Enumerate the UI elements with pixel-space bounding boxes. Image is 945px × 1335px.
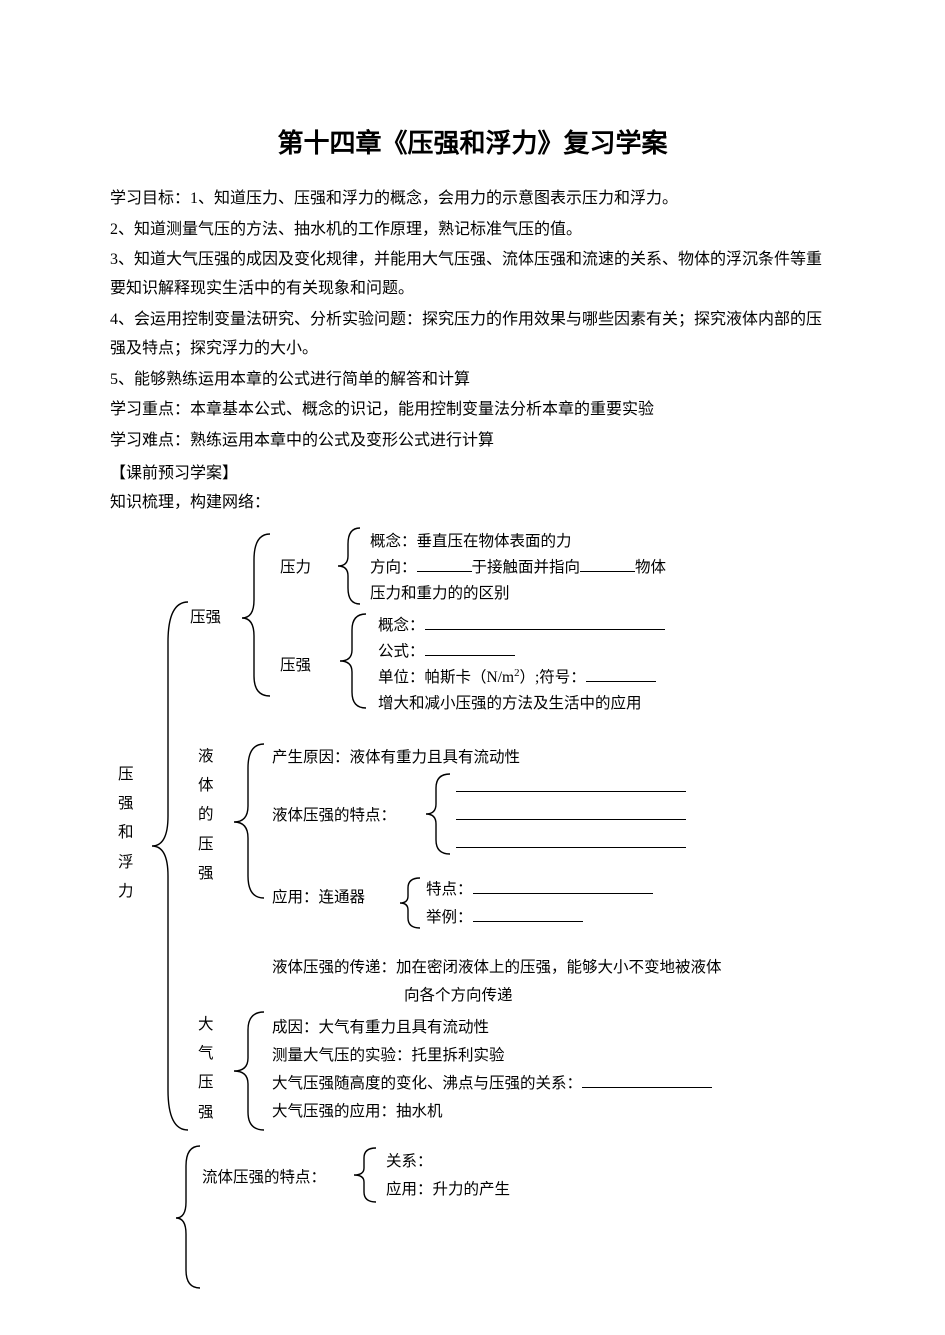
liu-rel: 关系： bbox=[386, 1148, 433, 1176]
difficulty: 学习难点：熟练运用本章中的公式及变形公式进行计算 bbox=[110, 427, 835, 456]
yq-method: 增大和减小压强的方法及生活中的应用 bbox=[378, 690, 642, 718]
brace-lower bbox=[170, 1142, 210, 1292]
yt-feat-1 bbox=[456, 774, 686, 802]
dq-exp: 测量大气压的实验：托里拆利实验 bbox=[272, 1042, 505, 1070]
yt-feat-3 bbox=[456, 830, 686, 858]
dq-change: 大气压强随高度的变化、沸点与压强的关系： bbox=[272, 1070, 712, 1098]
yali-concept: 概念：垂直压在物体表面的力 bbox=[370, 528, 572, 556]
brace-yeti bbox=[220, 740, 275, 902]
yq-concept: 概念： bbox=[378, 612, 665, 640]
focus: 学习重点：本章基本公式、概念的识记，能用控制变量法分析本章的重要实验 bbox=[110, 396, 835, 425]
goal-2: 2、知道测量气压的方法、抽水机的工作原理，熟记标准气压的值。 bbox=[110, 216, 835, 245]
brace-liu bbox=[342, 1144, 388, 1206]
yt-apply: 应用：连通器 bbox=[272, 884, 365, 912]
brace-root bbox=[142, 596, 200, 1136]
yeti-head: 液体的压强 bbox=[198, 742, 214, 889]
goal-5: 5、能够熟练运用本章的公式进行简单的解答和计算 bbox=[110, 366, 835, 395]
yt-feature-label: 液体压强的特点： bbox=[272, 802, 396, 830]
brace-daqi bbox=[220, 1008, 275, 1134]
yali-head: 压力 bbox=[280, 554, 311, 582]
goal-1: 学习目标：1、知道压力、压强和浮力的概念，会用力的示意图表示压力和浮力。 bbox=[110, 185, 835, 214]
dq-apply: 大气压强的应用：抽水机 bbox=[272, 1098, 443, 1126]
page-title: 第十四章《压强和浮力》复习学案 bbox=[110, 120, 835, 167]
yt-conn-eg: 举例： bbox=[426, 904, 583, 932]
brace-yaqiang-top bbox=[228, 530, 283, 700]
yt-feat-2 bbox=[456, 802, 686, 830]
brace-connector bbox=[388, 874, 430, 932]
preview-label: 【课前预习学案】 bbox=[110, 460, 835, 489]
yq-unit: 单位：帕斯卡（N/m2）;符号： bbox=[378, 664, 656, 692]
yt-transmit: 液体压强的传递：加在密闭液体上的压强，能够大小不变地被液体 bbox=[272, 954, 832, 982]
yaqiang-mid-head: 压强 bbox=[280, 652, 311, 680]
dq-cause: 成因：大气有重力且具有流动性 bbox=[272, 1014, 489, 1042]
brace-yaqiang-sub bbox=[322, 610, 377, 712]
yt-conn-feat: 特点： bbox=[426, 876, 653, 904]
root-label: 压强和浮力 bbox=[118, 760, 134, 907]
goal-4: 4、会运用控制变量法研究、分析实验问题：探究压力的作用效果与哪些因素有关；探究液… bbox=[110, 306, 835, 364]
yali-direction: 方向：于接触面并指向物体 bbox=[370, 554, 666, 582]
liu-label: 流体压强的特点： bbox=[202, 1164, 326, 1192]
yq-formula: 公式： bbox=[378, 638, 515, 666]
preview-sub: 知识梳理，构建网络： bbox=[110, 489, 835, 518]
yt-cause: 产生原因：液体有重力且具有流动性 bbox=[272, 744, 520, 772]
concept-diagram: 压力 概念：垂直压在物体表面的力 方向：于接触面并指向物体 压力和重力的的区别 … bbox=[110, 524, 835, 1294]
goal-3: 3、知道大气压强的成因及变化规律，并能用大气压强、流体压强和流速的关系、物体的浮… bbox=[110, 246, 835, 304]
yali-diff: 压力和重力的的区别 bbox=[370, 580, 510, 608]
liu-app: 应用：升力的产生 bbox=[386, 1176, 510, 1204]
yt-transmit-2: 向各个方向传递 bbox=[404, 982, 513, 1010]
daqi-head: 大气压强 bbox=[198, 1010, 214, 1128]
brace-yt-feat bbox=[412, 770, 462, 858]
brace-yali bbox=[320, 526, 370, 606]
